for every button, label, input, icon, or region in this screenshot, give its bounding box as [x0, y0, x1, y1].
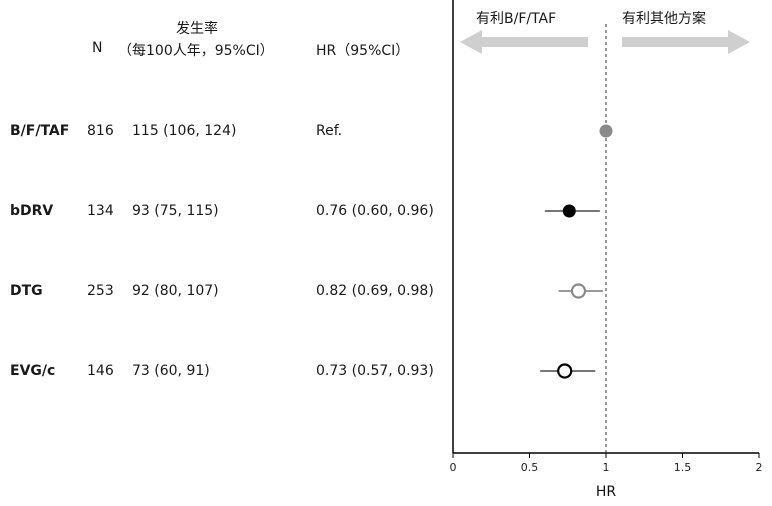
- row-label-bftaf: B/F/TAF: [10, 123, 70, 139]
- favor-left-arrow: [460, 30, 588, 54]
- row-rate-evgc: 73 (60, 91): [132, 363, 210, 379]
- row-n-bftaf: 816: [87, 123, 114, 139]
- point-marker: [599, 124, 613, 138]
- favor-right-label: 有利其他方案: [622, 11, 706, 27]
- point-marker: [562, 204, 576, 218]
- favor-left-label: 有利B/F/TAF: [476, 11, 557, 27]
- x-tick-label: 2: [756, 461, 763, 474]
- row-hr-bdrv: 0.76 (0.60, 0.96): [316, 203, 434, 219]
- header-n: N: [92, 40, 103, 56]
- row-n-bdrv: 134: [87, 203, 114, 219]
- row-rate-dtg: 92 (80, 107): [132, 283, 219, 299]
- row-hr-dtg: 0.82 (0.69, 0.98): [316, 283, 434, 299]
- header-rate-line1: 发生率: [176, 21, 218, 37]
- x-axis-label: HR: [596, 484, 617, 500]
- row-rate-bdrv: 93 (75, 115): [132, 203, 219, 219]
- header-rate-line2: （每100人年，95%CI）: [118, 43, 274, 59]
- row-n-dtg: 253: [87, 283, 114, 299]
- x-tick-label: 0.5: [521, 461, 539, 474]
- x-tick-label: 1: [603, 461, 610, 474]
- row-label-dtg: DTG: [10, 283, 43, 299]
- row-hr-evgc: 0.73 (0.57, 0.93): [316, 363, 434, 379]
- row-n-evgc: 146: [87, 363, 114, 379]
- row-label-bdrv: bDRV: [10, 203, 54, 219]
- x-tick-label: 1.5: [674, 461, 692, 474]
- header-hr: HR（95%CI）: [316, 43, 410, 59]
- favor-right-arrow: [622, 30, 750, 54]
- point-marker: [557, 363, 573, 379]
- x-tick-label: 0: [450, 461, 457, 474]
- row-hr-bftaf: Ref.: [316, 123, 343, 139]
- point-marker: [570, 283, 587, 299]
- row-rate-bftaf: 115 (106, 124): [132, 123, 237, 139]
- row-label-evgc: EVG/c: [10, 363, 56, 379]
